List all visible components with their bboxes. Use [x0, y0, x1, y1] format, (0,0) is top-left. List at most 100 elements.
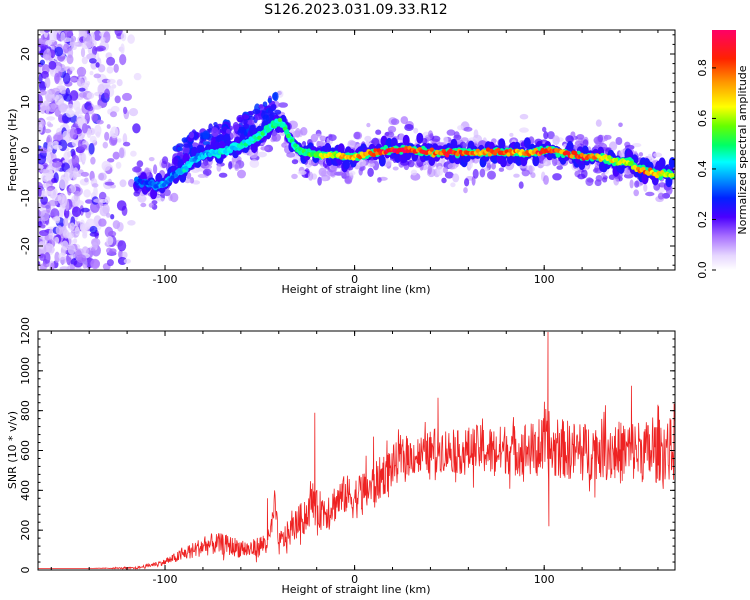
ridge-halo-cell	[593, 136, 603, 145]
x-tick-label: 0	[351, 273, 358, 286]
ridge-halo-cell	[638, 152, 644, 157]
noise-cell	[49, 30, 57, 43]
noise-cell	[127, 179, 135, 188]
noise-cell	[51, 87, 61, 95]
colorbar-tick-label: 0.2	[696, 211, 709, 229]
ridge-cell	[173, 173, 178, 178]
noise-cell	[132, 123, 141, 134]
noise-cell	[91, 183, 99, 188]
noise-cell	[106, 56, 116, 66]
noise-cell	[81, 152, 87, 163]
noise-cell	[117, 240, 127, 252]
ridge-halo-cell	[633, 189, 639, 197]
ridge-cell	[665, 176, 673, 188]
ridge-halo-cell	[604, 134, 608, 142]
noise-cell	[52, 161, 62, 168]
noise-cell	[113, 63, 119, 73]
ridge-cell	[532, 155, 540, 167]
noise-cell	[45, 201, 52, 213]
noise-cell	[99, 199, 107, 203]
snr-ylabel: SNR (10 * v/v)	[6, 411, 19, 489]
ridge-halo-cell	[632, 143, 642, 148]
noise-cell	[69, 90, 79, 101]
noise-cell	[47, 103, 57, 113]
ridge-cell	[499, 156, 507, 168]
noise-cell	[97, 64, 106, 73]
ridge-halo-cell	[321, 175, 328, 182]
noise-cell	[133, 72, 142, 81]
noise-cell	[114, 95, 121, 104]
ridge-cell	[596, 154, 602, 159]
noise-cell	[81, 82, 90, 89]
noise-cell	[39, 147, 48, 154]
noise-cell	[44, 77, 51, 89]
noise-cell	[72, 170, 78, 181]
ridge-halo-cell	[400, 116, 409, 125]
ridge-branch-cell	[272, 92, 278, 101]
ridge-cell	[257, 135, 262, 140]
noise-cell	[94, 124, 102, 137]
ridge-halo-cell	[308, 161, 316, 166]
noise-cell	[89, 135, 97, 144]
noise-cell	[90, 31, 96, 43]
ridge-branch-cell	[182, 143, 192, 148]
noise-cell	[62, 43, 70, 54]
ridge-halo-cell	[162, 156, 169, 165]
noise-cell	[106, 235, 114, 246]
noise-cell	[81, 144, 88, 150]
ridge-cell	[286, 133, 291, 139]
noise-cell	[76, 254, 87, 264]
ridge-halo-cell	[278, 102, 288, 108]
ridge-halo-cell	[377, 177, 382, 183]
noise-cell	[90, 258, 100, 270]
ridge-halo-cell	[153, 164, 158, 175]
noise-cell	[60, 31, 66, 42]
ridge-halo-cell	[556, 165, 563, 170]
noise-cell	[116, 200, 127, 211]
noise-cell	[71, 194, 81, 207]
noise-cell	[59, 266, 70, 270]
ridge-cell	[272, 122, 277, 127]
noise-cell	[90, 201, 100, 213]
noise-cell	[76, 118, 82, 125]
ridge-halo-cell	[615, 137, 623, 145]
ridge-cell	[293, 143, 298, 148]
noise-cell	[89, 58, 97, 64]
ridge-halo-cell	[498, 167, 505, 172]
ridge-halo-cell	[291, 173, 298, 180]
noise-cell	[95, 62, 100, 68]
noise-cell	[58, 102, 68, 113]
ridge-halo-cell	[387, 125, 397, 133]
ridge-halo-cell	[277, 90, 284, 98]
ridge-cell	[281, 123, 286, 128]
ridge-halo-cell	[479, 168, 486, 178]
noise-cell	[48, 60, 57, 70]
noise-cell	[104, 88, 110, 99]
noise-cell	[61, 240, 69, 250]
x-tick-label: 100	[534, 573, 555, 586]
ridge-halo-cell	[257, 151, 267, 158]
ridge-halo-cell	[156, 197, 165, 202]
ridge-halo-cell	[552, 157, 558, 167]
ridge-halo-cell	[216, 164, 222, 172]
ridge-halo-cell	[192, 180, 201, 185]
noise-cell	[67, 244, 76, 255]
noise-cell	[62, 194, 68, 207]
ridge-branch-cell	[226, 128, 231, 135]
ridge-halo-cell	[328, 134, 337, 142]
y-tick-label: 20	[19, 47, 32, 61]
ridge-halo-cell	[595, 119, 602, 127]
ridge-halo-cell	[487, 170, 496, 180]
ridge-halo-cell	[447, 163, 458, 170]
noise-cell	[55, 225, 63, 236]
ridge-halo-cell	[464, 178, 470, 187]
noise-cell	[86, 92, 95, 99]
noise-cell	[38, 104, 41, 112]
noise-cell	[85, 199, 93, 204]
x-tick-label: -100	[153, 273, 178, 286]
ridge-halo-cell	[509, 132, 514, 137]
noise-cell	[104, 226, 114, 238]
ridge-branch-cell	[267, 107, 273, 117]
ridge-halo-cell	[643, 183, 648, 192]
ridge-halo-cell	[565, 135, 574, 143]
